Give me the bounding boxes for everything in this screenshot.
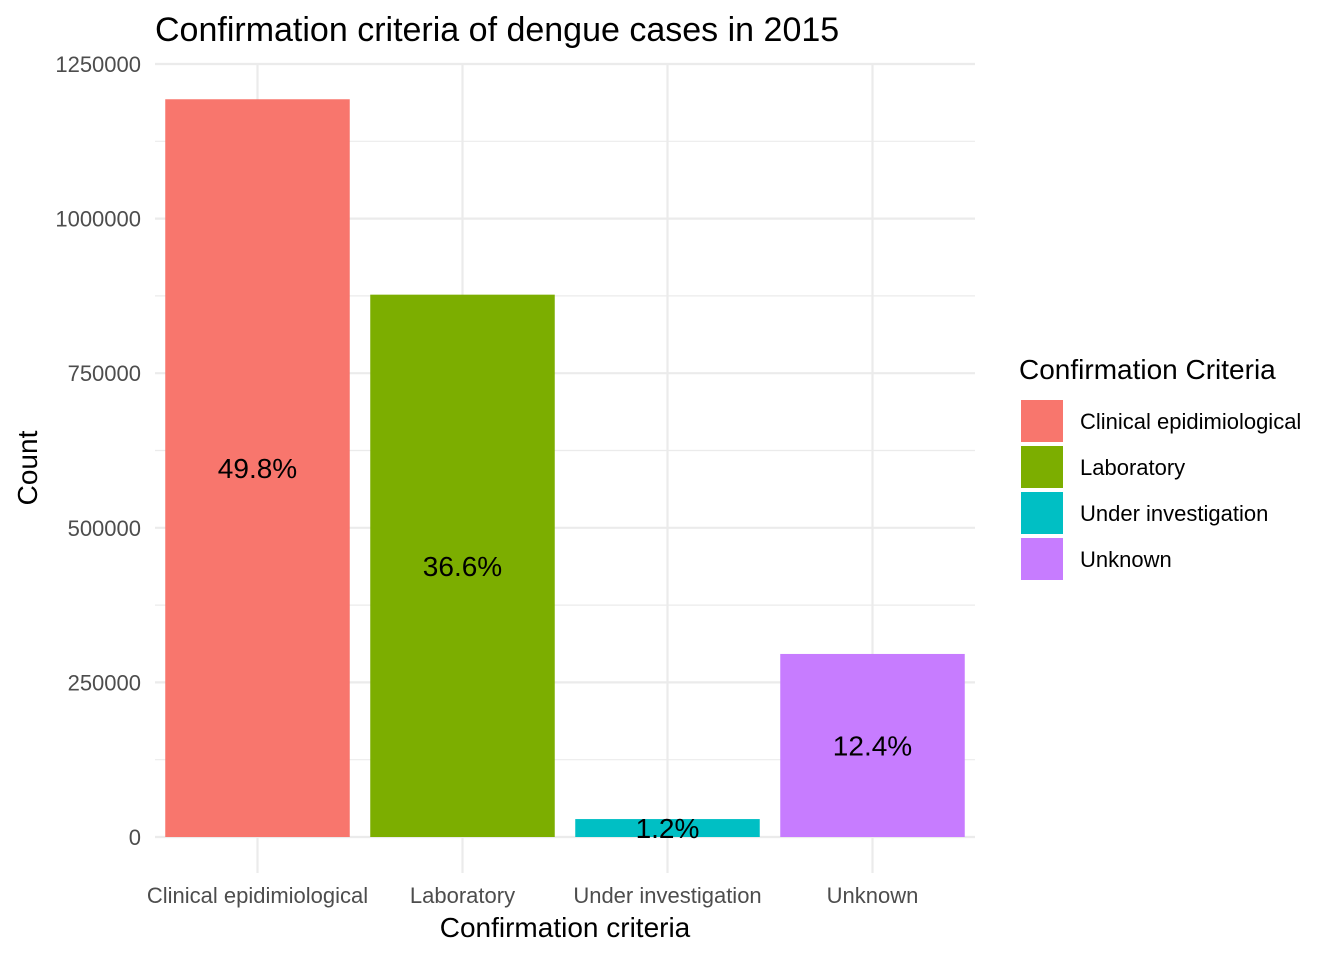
legend-swatch [1021, 492, 1063, 534]
x-tick-label: Unknown [827, 883, 919, 908]
bar-labels: 49.8% 36.6% 1.2% 12.4% [218, 453, 912, 844]
bar-under-investigation [575, 819, 760, 837]
bars [165, 99, 965, 838]
bar-label: 1.2% [636, 813, 700, 844]
bar-clinical-epidimiological [165, 99, 350, 838]
legend-title: Confirmation Criteria [1019, 354, 1276, 385]
legend-label: Under investigation [1080, 501, 1268, 526]
x-axis-ticks: Clinical epidimiological Laboratory Under … [147, 883, 919, 908]
x-tick-label: Under investigation [573, 883, 761, 908]
y-tick-label: 750000 [68, 361, 141, 386]
legend: Confirmation Criteria Clinical epidimiol… [1019, 354, 1301, 580]
y-tick-label: 1000000 [55, 207, 141, 232]
y-tick-label: 1250000 [55, 52, 141, 77]
legend-items: Clinical epidimiological Laboratory Under … [1021, 400, 1301, 580]
y-tick-label: 0 [129, 825, 141, 850]
x-axis-title: Confirmation criteria [440, 912, 691, 943]
y-axis-title: Count [12, 430, 43, 505]
chart-title: Confirmation criteria of dengue cases in… [155, 11, 839, 49]
legend-label: Laboratory [1080, 455, 1185, 480]
bar-label: 49.8% [218, 453, 297, 484]
bar-unknown [780, 653, 965, 837]
x-tick-label: Clinical epidimiological [147, 883, 368, 908]
legend-swatch [1021, 538, 1063, 580]
bar-laboratory [370, 294, 555, 837]
legend-swatch [1021, 446, 1063, 488]
y-tick-label: 500000 [68, 516, 141, 541]
y-tick-label: 250000 [68, 670, 141, 695]
y-axis-ticks: 0 250000 500000 750000 1000000 1250000 [55, 52, 141, 850]
bar-label: 36.6% [423, 551, 502, 582]
legend-label: Clinical epidimiological [1080, 409, 1301, 434]
legend-label: Unknown [1080, 547, 1172, 572]
legend-swatch [1021, 400, 1063, 442]
bar-label: 12.4% [833, 730, 912, 761]
x-tick-label: Laboratory [410, 883, 515, 908]
